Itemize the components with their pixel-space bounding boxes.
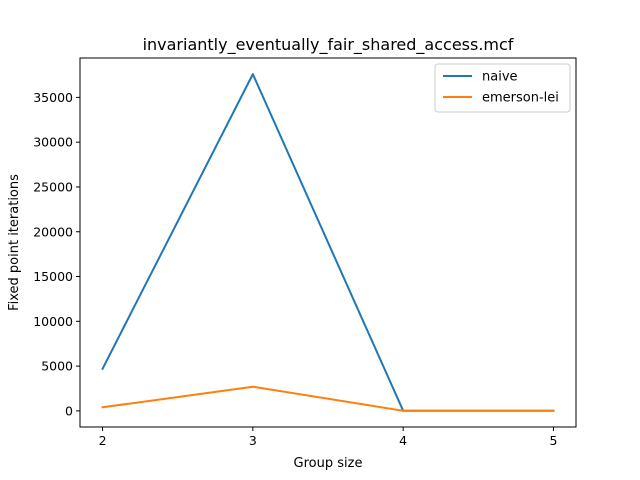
x-tick-label: 4 (399, 433, 407, 448)
y-tick-label: 0 (65, 403, 73, 418)
y-axis-ticks: 0 5000 10000 15000 20000 25000 30000 35000 (33, 90, 80, 418)
plot-frame (79, 57, 577, 428)
y-tick-label: 15000 (33, 269, 73, 284)
y-tick-label: 35000 (33, 90, 73, 105)
y-axis-label: Fixed point iterations (7, 174, 22, 311)
series-line-naive (101, 73, 555, 412)
series-line-emerson-lei (101, 385, 555, 412)
legend-label-emerson-lei: emerson-lei (482, 91, 559, 106)
y-tick-label: 30000 (33, 135, 73, 150)
x-axis-label: Group size (294, 456, 363, 471)
x-tick-label: 2 (99, 433, 107, 448)
plot-area (79, 57, 577, 428)
x-axis-ticks: 2 3 4 5 (99, 427, 557, 448)
chart-title: invariantly_eventually_fair_shared_acces… (143, 35, 514, 55)
y-tick-label: 25000 (33, 179, 73, 194)
series-layer (101, 73, 555, 412)
legend-label-naive: naive (482, 70, 518, 85)
x-tick-label: 5 (549, 433, 557, 448)
y-tick-label: 20000 (33, 224, 73, 239)
x-tick-label: 3 (249, 433, 257, 448)
y-tick-label: 5000 (41, 359, 73, 374)
y-tick-label: 10000 (33, 314, 73, 329)
legend: naive emerson-lei (434, 63, 571, 113)
